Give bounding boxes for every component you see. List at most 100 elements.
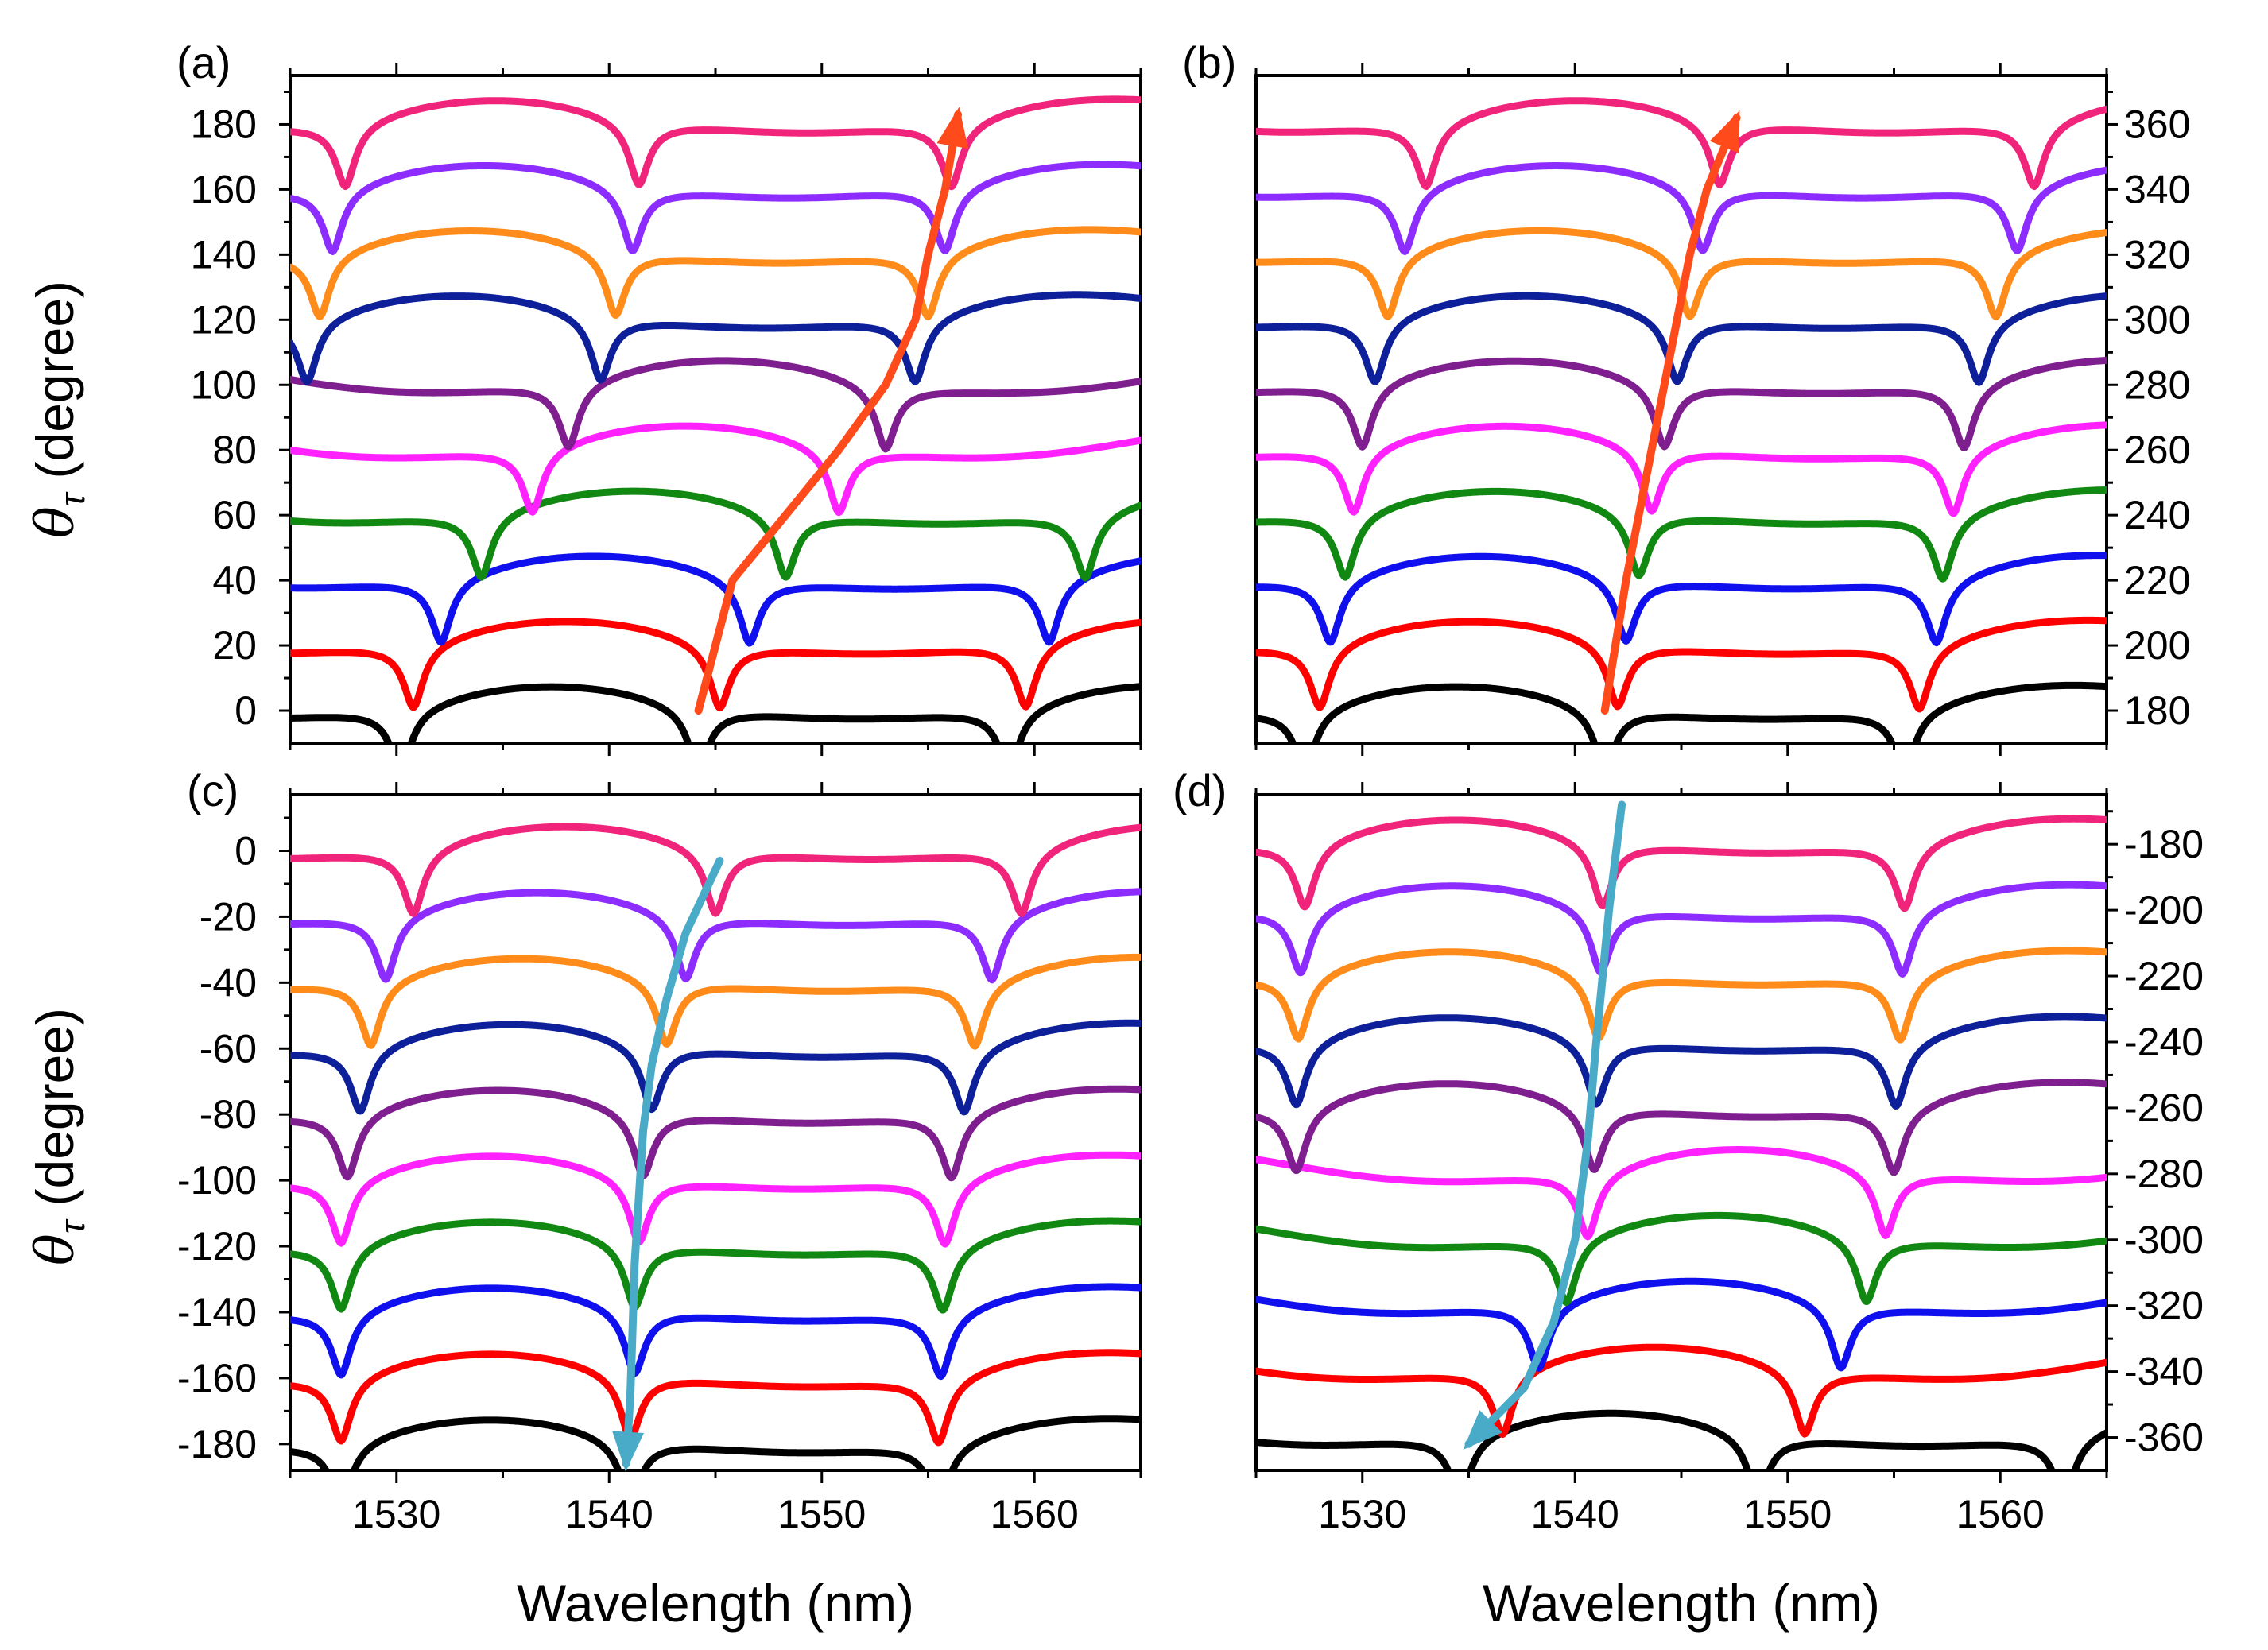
y-tick-label: -260 [2124,1086,2204,1130]
y-tick-label: -180 [177,1422,257,1466]
y-tick-label: -180 [2124,822,2204,866]
series-line-b-2 [1256,552,2107,647]
x-tick-label: 1540 [1531,1492,1619,1536]
series-line-b-8 [1256,162,2107,255]
series-line-c-9 [290,823,1141,917]
y-tick-label: 120 [191,297,257,342]
y-tick-label: -200 [2124,888,2204,932]
y-tick-label: -320 [2124,1284,2204,1328]
series-line-c-4 [290,1151,1141,1248]
y-tick-label: -20 [200,894,257,939]
y-axis-title-bottom: θτ (degree) [25,1008,92,1265]
series-line-a-8 [290,161,1141,255]
series-line-b-9 [1256,97,2107,190]
y-tick-label: 340 [2124,167,2190,211]
panel-d-curves [1256,815,2107,1470]
y-tick-label: 0 [235,828,257,873]
y-tick-label: -140 [177,1290,257,1334]
panel-a-label: (a) [176,37,231,87]
trend-arrowhead-a [936,107,968,149]
trend-arrow-d [1464,800,1626,1448]
y-tick-label: 180 [2124,688,2190,733]
y-tick-label: 260 [2124,428,2190,472]
y-tick-label: 200 [2124,623,2190,668]
trend-arrowhead-c [612,1431,645,1472]
y-tick-label: -80 [200,1092,257,1137]
panel-c-plot: 1530 1540 1550 1560 0 -20 -40 -60 -80 -100 -120 -14… [177,782,1142,1536]
series-line-d-9 [1256,815,2107,912]
series-line-a-3 [290,487,1141,582]
x-tick-label: 1530 [1318,1492,1406,1536]
x-axis-title-left: Wavelength (nm) [517,1574,914,1633]
trend-arrow-b [1600,114,1741,715]
series-line-b-4 [1256,421,2107,517]
series-line-a-5 [290,357,1141,453]
y-tick-label: 80 [212,428,257,472]
panel-d-label: (d) [1173,765,1227,815]
y-tick-label: -100 [177,1158,257,1203]
x-tick-label: 1540 [565,1492,653,1536]
y-tick-label: 140 [191,232,257,277]
series-line-c-6 [290,1019,1141,1116]
y-tick-label: 280 [2124,362,2190,407]
series-line-d-6 [1256,1013,2107,1110]
panel-b-curves [1256,97,2107,743]
series-line-d-2 [1256,1277,2107,1372]
x-tick-label: 1560 [991,1492,1079,1536]
panel-c-label: (c) [187,765,238,815]
panel-a-curves [290,95,1141,743]
panel-d-plot: 1530 1540 1550 1560 -180 -200 -220 -240 -260 -280… [1254,782,2204,1536]
trend-arrowhead-b [1709,110,1740,153]
series-line-a-1 [290,618,1141,712]
y-tick-label: 100 [191,362,257,407]
trend-arrowhead-d [1463,1410,1502,1450]
x-tick-label: 1530 [352,1492,440,1536]
series-line-c-8 [290,888,1141,984]
series-line-c-2 [290,1283,1141,1381]
x-axis-title-right: Wavelength (nm) [1483,1574,1880,1633]
series-line-d-1 [1256,1343,2107,1438]
y-tick-label: 40 [212,558,257,602]
series-line-a-7 [290,226,1141,320]
series-line-b-5 [1256,356,2107,451]
y-tick-label: -220 [2124,954,2204,998]
panel-b-label: (b) [1182,37,1236,87]
trend-arrow-a [694,110,962,715]
series-line-d-8 [1256,881,2107,978]
y-tick-label: 220 [2124,558,2190,602]
x-tick-label: 1550 [777,1492,866,1536]
y-tick-label: 60 [212,493,257,537]
series-line-b-0 [1256,681,2107,743]
series-line-b-6 [1256,292,2107,386]
series-line-a-4 [290,422,1141,517]
series-line-a-9 [290,95,1141,191]
x-tick-label: 1560 [1956,1492,2045,1536]
series-line-c-0 [290,1415,1141,1470]
panel-a-plot: 0 20 40 60 80 100 120 140 160 180 [191,63,1142,756]
series-line-b-1 [1256,616,2107,713]
y-tick-label: 0 [235,688,257,733]
plot-layer: 0 20 40 60 80 100 120 140 160 180 180 200 220 240 260 2… [177,63,2204,1536]
y-axis-title-top: θτ (degree) [25,281,92,538]
y-tick-label: -160 [177,1356,257,1400]
series-line-d-3 [1256,1211,2107,1307]
y-tick-label: 180 [191,102,257,146]
panel-c-curves [290,823,1141,1470]
panel-b-plot: 180 200 220 240 260 280 300 320 340 360 [1254,63,2190,756]
series-line-d-4 [1256,1146,2107,1241]
y-tick-label: -40 [200,960,257,1005]
series-line-a-0 [290,683,1141,743]
series-line-d-7 [1256,947,2107,1044]
y-tick-label: -120 [177,1224,257,1268]
y-tick-label: 320 [2124,232,2190,277]
y-tick-label: 360 [2124,102,2190,146]
y-tick-label: 300 [2124,297,2190,342]
y-tick-label: -340 [2124,1350,2204,1394]
y-tick-label: -60 [200,1026,257,1071]
y-tick-label: -360 [2124,1416,2204,1460]
trend-arrow-c [622,856,724,1468]
series-line-a-2 [290,552,1141,647]
y-tick-label: -300 [2124,1218,2204,1262]
series-line-c-7 [290,953,1141,1050]
